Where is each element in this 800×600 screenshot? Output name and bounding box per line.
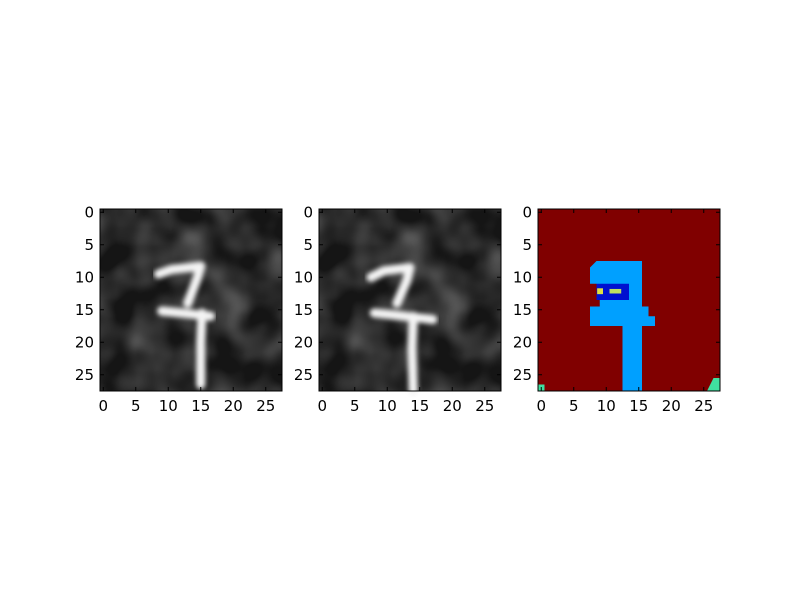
y-tick-label: 15	[294, 301, 313, 319]
y-tick-label: 10	[294, 268, 313, 286]
y-tick-label: 20	[513, 333, 532, 351]
y-tick-label: 15	[513, 301, 532, 319]
x-tick-label: 15	[629, 397, 648, 415]
y-tick-label: 10	[513, 268, 532, 286]
y-tick-label: 0	[303, 203, 313, 221]
y-tick-label: 5	[84, 236, 94, 254]
x-tick-label: 25	[475, 397, 494, 415]
x-tick-label: 10	[159, 397, 178, 415]
y-tick-label: 10	[75, 268, 94, 286]
x-tick-label: 25	[694, 397, 713, 415]
x-tick-label: 0	[98, 397, 108, 415]
x-tick-label: 0	[536, 397, 546, 415]
x-tick-label: 20	[443, 397, 462, 415]
y-tick-label: 0	[84, 203, 94, 221]
axes-frame	[318, 208, 502, 392]
x-tick-label: 20	[224, 397, 243, 415]
x-tick-label: 10	[378, 397, 397, 415]
y-tick-label: 5	[522, 236, 532, 254]
x-tick-label: 10	[597, 397, 616, 415]
y-tick-label: 20	[75, 333, 94, 351]
y-tick-label: 20	[294, 333, 313, 351]
y-tick-label: 25	[294, 366, 313, 384]
x-tick-label: 25	[256, 397, 275, 415]
x-tick-label: 5	[569, 397, 579, 415]
y-tick-label: 15	[75, 301, 94, 319]
x-tick-label: 5	[131, 397, 141, 415]
axes-frame	[99, 208, 283, 392]
axes-frame	[537, 208, 721, 392]
x-tick-label: 15	[410, 397, 429, 415]
y-tick-label: 25	[513, 366, 532, 384]
x-tick-label: 0	[317, 397, 327, 415]
x-tick-label: 20	[662, 397, 681, 415]
image-2	[319, 209, 501, 396]
image-3	[538, 209, 720, 391]
y-tick-label: 5	[303, 236, 313, 254]
y-tick-label: 25	[75, 366, 94, 384]
image-1	[100, 209, 282, 391]
y-tick-label: 0	[522, 203, 532, 221]
x-tick-label: 5	[350, 397, 360, 415]
x-tick-label: 15	[191, 397, 210, 415]
